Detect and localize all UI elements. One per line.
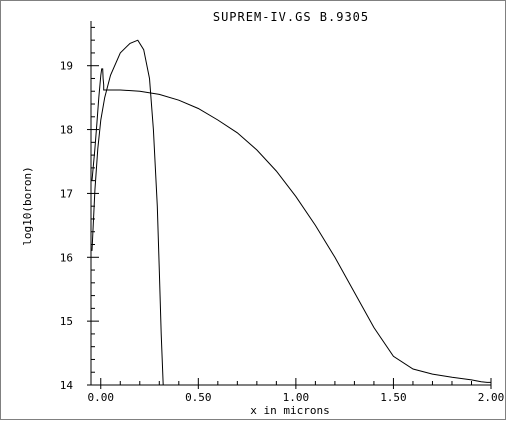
x-tick-label: 0.50 [185,391,212,404]
x-tick-label: 1.00 [283,391,310,404]
y-tick-label: 15 [60,315,73,328]
y-tick-label: 18 [60,124,73,137]
x-axis-label: x in microns [250,404,329,417]
ticks: 14 15 16 17 18 19 0.00 0.50 1.00 1.50 2.00 [60,26,505,404]
chart-title: SUPREM-IV.GS B.9305 [213,10,369,24]
y-tick-label: 17 [60,187,73,200]
y-tick-label: 16 [60,251,73,264]
x-tick-label: 0.00 [88,391,115,404]
series-line-1 [91,39,164,386]
x-tick-label: 1.50 [380,391,407,404]
x-tick-label: 2.00 [478,391,505,404]
y-tick-label: 14 [60,379,74,392]
series-layer [91,39,491,386]
axes [90,21,491,386]
y-tick-label: 19 [60,60,73,73]
series-line-2 [91,68,491,383]
y-axis-label: log10(boron) [21,166,34,245]
